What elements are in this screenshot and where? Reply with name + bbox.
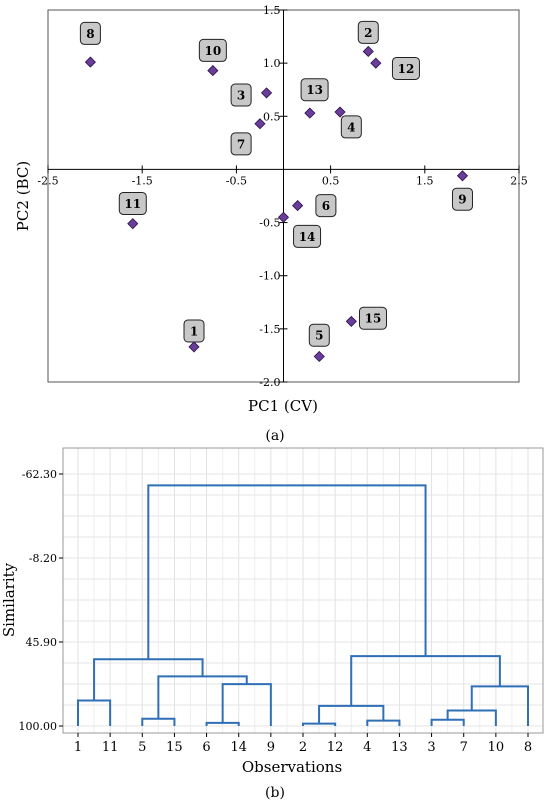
pca-point-11 xyxy=(127,218,139,230)
pca-point-label-box xyxy=(391,56,420,80)
dendro-leaf-label: 15 xyxy=(166,740,183,755)
dendro-leaf-label: 10 xyxy=(488,740,505,755)
pca-y-tick-label: -2.0 xyxy=(259,376,280,389)
pca-point-label: 5 xyxy=(315,329,323,343)
dendro-leaf-label: 14 xyxy=(230,740,247,755)
pca-point-label: 10 xyxy=(204,44,221,58)
dendro-leaf-label: 9 xyxy=(267,740,275,755)
pca-point-4 xyxy=(334,106,346,118)
pca-point-label: 15 xyxy=(365,312,382,326)
dendro-leaf-label: 3 xyxy=(427,740,435,755)
pca-point-9 xyxy=(456,170,469,182)
pca-x-tick-label: 0.5 xyxy=(322,174,340,187)
dendro-y-tick-label: -8.20 xyxy=(29,552,57,565)
dendro-link-c3 xyxy=(205,721,240,726)
pca-point-label-box xyxy=(293,224,322,248)
pca-point-label-box xyxy=(357,20,379,44)
dendro-leaf-label: 5 xyxy=(138,740,146,755)
pca-point-label: 13 xyxy=(306,83,323,97)
pca-x-tick-label: -1.5 xyxy=(132,174,153,187)
pca-scatter-plot: -2.5 -1.5 -0.5 0.5 1.5 2.5 1.5 1.0 0.5 -0.5 -1.0 -1… xyxy=(14,4,528,444)
pca-point-14 xyxy=(277,211,290,223)
pca-y-tick-label: -1.0 xyxy=(259,270,280,283)
pca-point-label-box xyxy=(451,187,473,211)
pca-point-13 xyxy=(304,107,316,119)
dendro-link-c4 xyxy=(221,683,272,726)
pca-x-tick-label: -2.5 xyxy=(37,174,58,187)
pca-point-2 xyxy=(362,45,374,58)
pca-y-tick-label: -1.5 xyxy=(259,323,280,336)
pca-point-label: 14 xyxy=(299,230,316,244)
dendro-y-axis-title: Similarity xyxy=(0,562,18,637)
pca-point-1 xyxy=(188,341,200,353)
dendro-leaf-label: 4 xyxy=(363,740,371,755)
caption-a: (a) xyxy=(265,428,284,444)
dendro-link-c5 xyxy=(157,675,248,719)
dendro-x-axis-title: Observations xyxy=(242,758,342,776)
pca-point-label-box xyxy=(308,323,330,347)
pca-point-label: 2 xyxy=(364,26,372,40)
pca-point-label-box xyxy=(230,83,252,107)
caption-b: (b) xyxy=(265,785,285,801)
pca-y-tick-label: 0.5 xyxy=(263,110,281,123)
pca-x-tick-label: 1.5 xyxy=(416,174,434,187)
pca-point-label: 6 xyxy=(322,199,330,213)
pca-point-label-box xyxy=(118,191,147,215)
pca-point-label-box xyxy=(315,194,337,218)
dendro-link-c11 xyxy=(446,709,497,726)
dendro-leaf-label: 2 xyxy=(299,740,307,755)
pca-x-tick-label: -0.5 xyxy=(226,174,247,187)
dendro-y-tick-label: 100.00 xyxy=(19,720,58,733)
pca-y-tick-label: 1.0 xyxy=(263,57,281,70)
pca-x-tick-label: 2.5 xyxy=(510,174,528,187)
dendro-y-tick-label: -62.30 xyxy=(22,468,57,481)
dendro-leaf-label: 11 xyxy=(102,740,119,755)
dendro-leaf-label: 8 xyxy=(524,740,532,755)
pca-point-label-box xyxy=(340,115,362,139)
dendro-leaf-label: 12 xyxy=(327,740,344,755)
pca-point-label-box xyxy=(300,78,329,102)
pca-point-8 xyxy=(84,56,96,68)
pca-point-label-box xyxy=(230,132,252,156)
dendro-link-c13 xyxy=(350,655,501,706)
dendro-link-c6 xyxy=(93,658,204,701)
dendro-leaf-label: 13 xyxy=(391,740,408,755)
pca-point-label-box xyxy=(183,319,205,343)
pca-point-label: 9 xyxy=(458,193,466,207)
dendro-leaf-label: 6 xyxy=(202,740,210,755)
pca-point-label: 11 xyxy=(124,197,141,211)
pca-point-label: 8 xyxy=(86,27,94,41)
dendro-link-c7 xyxy=(302,722,337,726)
pca-point-label: 12 xyxy=(398,62,415,76)
pca-point-5 xyxy=(313,350,325,363)
pca-y-axis-title: PC2 (BC) xyxy=(14,161,32,231)
dendro-y-tick-label: 45.90 xyxy=(26,636,58,649)
pca-point-3 xyxy=(260,87,273,99)
pca-point-label: 7 xyxy=(237,137,245,151)
pca-point-6 xyxy=(292,200,304,212)
pca-y-tick-label: -0.5 xyxy=(259,217,280,230)
pca-x-axis-title: PC1 (CV) xyxy=(248,397,318,415)
pca-point-label: 3 xyxy=(237,89,245,103)
dendro-link-c14 xyxy=(147,484,427,660)
pca-point-12 xyxy=(370,57,382,69)
pca-point-10 xyxy=(207,65,219,77)
dendro-link-c8 xyxy=(366,719,401,726)
pca-point-7 xyxy=(254,118,266,130)
pca-point-15 xyxy=(345,315,357,327)
pca-point-label-box xyxy=(198,38,227,62)
dendro-link-c12 xyxy=(470,685,529,726)
dendro-leaf-label: 1 xyxy=(74,740,82,755)
pca-point-label: 4 xyxy=(347,120,355,134)
pca-point-label-box xyxy=(79,21,101,45)
pca-y-tick-label: 1.5 xyxy=(263,4,281,17)
pca-point-label-box xyxy=(358,306,387,330)
pca-point-label: 1 xyxy=(190,324,198,338)
dendro-leaf-label: 7 xyxy=(460,740,468,755)
